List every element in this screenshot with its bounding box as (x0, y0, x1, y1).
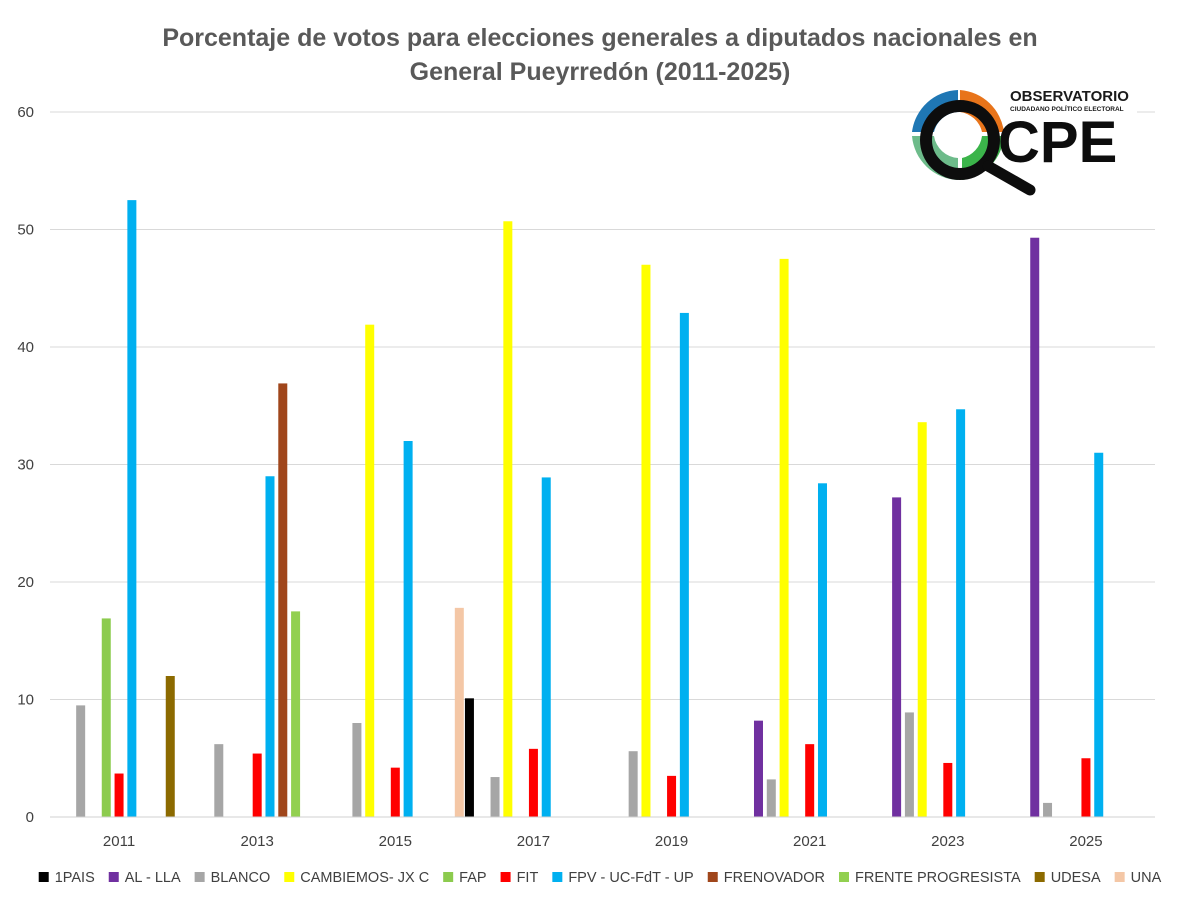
bar (114, 773, 124, 817)
bar (904, 712, 914, 817)
bar (390, 767, 400, 817)
x-tick-label: 2011 (103, 833, 135, 850)
legend-swatch (838, 872, 849, 882)
bar (265, 476, 275, 817)
bar (454, 607, 464, 817)
bar (817, 483, 827, 817)
x-tick-label: 2023 (931, 833, 964, 850)
bar (753, 720, 763, 817)
bar (101, 618, 111, 817)
legend: 1PAIS AL - LLA BLANCO CAMBIEMOS- JX C FAP FIT… (38, 870, 1162, 886)
bar (403, 441, 413, 817)
bar (1043, 802, 1053, 817)
bar (628, 751, 638, 817)
legend-label: FAP (459, 870, 486, 886)
y-tick-label: 60 (17, 104, 34, 121)
x-tick-label: 2015 (379, 833, 412, 850)
bar (464, 698, 474, 817)
bar (892, 497, 902, 817)
x-tick-label: 2017 (517, 833, 550, 850)
bar (503, 221, 513, 817)
legend-label: UNA (1131, 870, 1162, 886)
bar (490, 777, 500, 817)
bar (1030, 237, 1040, 818)
bar (805, 744, 815, 817)
legend-swatch (443, 872, 454, 882)
legend-swatch (284, 872, 295, 882)
legend-swatch (108, 872, 119, 882)
y-tick-label: 50 (17, 222, 34, 239)
legend-label: FPV - UC-FdT - UP (568, 870, 693, 886)
bar (352, 723, 362, 817)
legend-swatch (707, 872, 718, 882)
y-tick-label: 10 (17, 692, 34, 709)
legend-swatch (38, 872, 49, 882)
legend-label: FRENOVADOR (724, 870, 825, 886)
bar (291, 611, 301, 817)
y-tick-label: 0 (26, 809, 34, 826)
legend-label: FRENTE PROGRESISTA (855, 870, 1021, 886)
legend-swatch (1114, 872, 1125, 882)
legend-label: FIT (517, 870, 539, 886)
legend-swatch (552, 872, 563, 882)
legend-swatch (500, 872, 511, 882)
grid (50, 111, 1155, 700)
bar (667, 775, 677, 817)
legend-label: UDESA (1051, 870, 1101, 886)
bar (1081, 758, 1091, 817)
legend-label: BLANCO (211, 870, 271, 886)
legend-label: AL - LLA (125, 870, 181, 886)
chart-title-line-2: General Pueyrredón (2011-2025) (410, 58, 791, 86)
bar (641, 264, 651, 817)
x-tick-label: 2019 (655, 833, 688, 850)
ocpe-logo: OBSERVATORIO CIUDADANO POLÍTICO ELECTORA… (912, 86, 1137, 196)
bar (76, 705, 86, 817)
legend-swatch (1034, 872, 1045, 882)
bars (76, 200, 1104, 818)
bar (766, 779, 776, 817)
logo-emblem-icon (912, 90, 1036, 196)
bar (1094, 452, 1104, 817)
bar (779, 258, 789, 817)
bar (214, 744, 224, 817)
bar (541, 477, 551, 817)
x-tick-label: 2025 (1069, 833, 1102, 850)
legend-label: CAMBIEMOS- JX C (300, 870, 429, 886)
bar (917, 422, 927, 817)
bar (943, 762, 953, 817)
x-axis-ticks: 2011 2013 2015 2017 2019 2021 2023 2025 (103, 833, 1103, 850)
legend-label: 1PAIS (55, 870, 95, 886)
y-tick-label: 20 (17, 574, 34, 591)
bar (127, 200, 137, 817)
bar (528, 748, 538, 817)
logo-subtitle: CIUDADANO POLÍTICO ELECTORAL (1010, 104, 1124, 113)
x-tick-label: 2013 (241, 833, 274, 850)
bar (278, 383, 288, 817)
legend-swatch (194, 872, 205, 882)
bar (679, 312, 689, 817)
bar (165, 676, 175, 817)
bar (956, 409, 966, 817)
chart-title: Porcentaje de votos para elecciones gene… (162, 24, 1037, 86)
x-tick-label: 2021 (793, 833, 826, 850)
logo-letters: CPE (998, 110, 1117, 175)
logo-title: OBSERVATORIO (1010, 88, 1129, 105)
y-tick-label: 40 (17, 339, 34, 356)
bar (365, 324, 375, 817)
y-tick-label: 30 (17, 457, 34, 474)
bar (252, 753, 262, 817)
chart-title-line-1: Porcentaje de votos para elecciones gene… (162, 24, 1037, 52)
y-axis-ticks: 0 10 20 30 40 50 60 (17, 104, 34, 826)
